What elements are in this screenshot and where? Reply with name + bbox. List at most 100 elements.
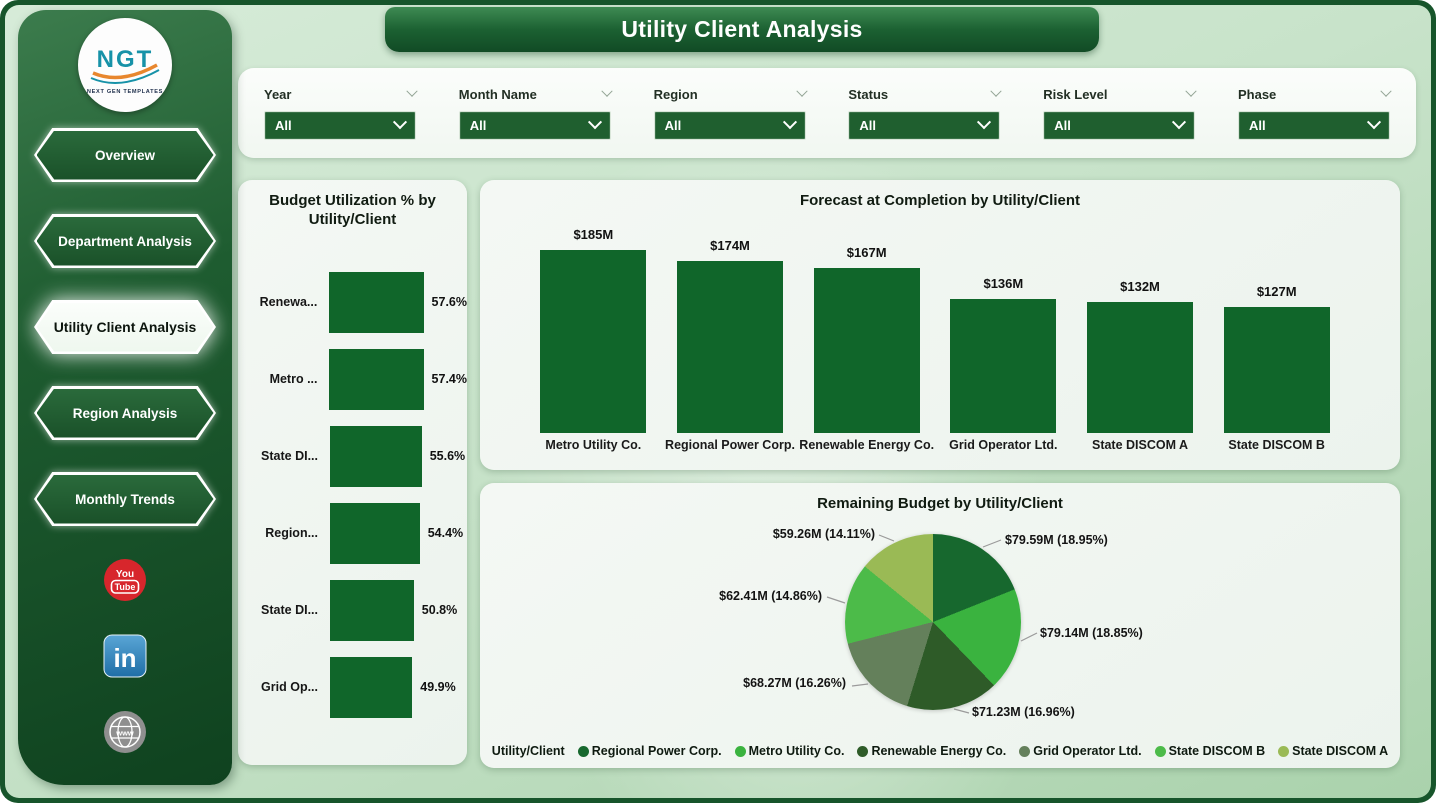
budget-utilization-chart: Renewa... 57.6% Metro ... 57.4% State DI... 5… [238, 264, 467, 726]
pie-legend: Utility/Client Regional Power Corp. Metro … [480, 744, 1400, 758]
vbar-category-label: State DISCOM A [1091, 438, 1189, 452]
website-globe-icon[interactable]: www [103, 710, 147, 754]
pie-label-regional-power: $79.59M (18.95%) [1005, 533, 1108, 547]
vbar-bar[interactable] [813, 267, 920, 433]
hbar-bar[interactable] [329, 271, 424, 333]
vbar-value-label: $167M [846, 244, 887, 260]
vbar-column: $167M Renewable Energy Co. [798, 220, 935, 452]
chevron-down-icon[interactable] [990, 85, 1003, 97]
hbar-bar[interactable] [330, 579, 414, 641]
pie-label-grid-operator: $68.27M (16.26%) [743, 676, 846, 690]
hbar-row: State DI... 55.6% [238, 418, 467, 495]
legend-item-grid-operator-ltd[interactable]: Grid Operator Ltd. [1019, 744, 1142, 758]
hbar-bar[interactable] [329, 348, 424, 410]
legend-label: State DISCOM A [1292, 744, 1389, 758]
legend-dot-icon [1154, 745, 1166, 757]
page-title-banner: Utility Client Analysis [385, 7, 1099, 52]
linkedin-text: in [113, 643, 136, 673]
legend-label: Regional Power Corp. [591, 744, 722, 758]
legend-item-state-discom-a[interactable]: State DISCOM A [1278, 744, 1388, 758]
sidebar-item-label: Overview [94, 147, 156, 163]
pie-label-state-discom-b: $62.41M (14.86%) [719, 589, 822, 603]
ngt-logo-image: NGT NEXT GEN TEMPLATES [87, 46, 163, 95]
legend-item-renewable-energy-co[interactable]: Renewable Energy Co. [857, 744, 1006, 758]
legend-label: Grid Operator Ltd. [1033, 744, 1142, 758]
filter-dropdown-phase[interactable]: All [1237, 110, 1390, 140]
hbar-value-label: 54.4% [427, 526, 464, 540]
budget-utilization-title: Budget Utilization % by Utility/Client [269, 192, 436, 228]
legend-dot-icon [1278, 745, 1290, 757]
sidebar-item-utility-client-analysis[interactable]: Utility Client Analysis [34, 300, 216, 354]
filter-dropdown-status[interactable]: All [848, 110, 1001, 140]
hbar-bar[interactable] [330, 502, 420, 564]
vbar-bar[interactable] [1223, 307, 1330, 433]
hbar-bar[interactable] [330, 425, 422, 487]
hbar-row: Metro ... 57.4% [238, 341, 467, 418]
vbar-value-label: $132M [1120, 279, 1160, 295]
sidebar-item-region-analysis[interactable]: Region Analysis [34, 386, 216, 440]
social-links: You Tube in [18, 558, 232, 754]
legend-dot-icon [857, 745, 869, 757]
filter-dropdown-risk-level[interactable]: All [1043, 110, 1196, 140]
sidebar-item-department-analysis[interactable]: Department Analysis [34, 214, 216, 268]
legend-item-regional-power-corp[interactable]: Regional Power Corp. [577, 744, 722, 758]
filter-bar: Year All Month Name All Region All Status All Ri… [238, 68, 1416, 158]
ngt-logo: NGT NEXT GEN TEMPLATES [78, 18, 172, 112]
logo-swoosh-orange [92, 63, 158, 80]
linkedin-icon[interactable]: in [103, 634, 147, 678]
logo-swoosh-teal [90, 69, 160, 84]
remaining-budget-panel: Remaining Budget by Utility/Client $79.5… [480, 483, 1400, 768]
vbar-value-label: $136M [983, 275, 1024, 291]
forecast-chart: $185M Metro Utility Co. $174M Regional Powe… [525, 220, 1345, 452]
sidebar-item-label: Monthly Trends [75, 491, 175, 507]
hex-shape: Monthly Trends [34, 472, 216, 526]
filter-dropdown-region[interactable]: All [653, 110, 806, 140]
vbar-bar[interactable] [1087, 302, 1194, 433]
vbar-column: $132M State DISCOM A [1072, 220, 1209, 452]
chevron-down-icon[interactable] [795, 85, 808, 97]
hbar-category-label: Renewa... [259, 295, 318, 309]
sidebar-item-monthly-trends[interactable]: Monthly Trends [34, 472, 216, 526]
chevron-down-icon[interactable] [406, 85, 418, 97]
filter-status: Status All [848, 85, 1003, 140]
filter-label: Risk Level [1043, 86, 1108, 102]
dashboard-canvas: NGT NEXT GEN TEMPLATES Overview Departmen… [5, 5, 1431, 798]
filter-dropdown-month-name[interactable]: All [458, 110, 611, 140]
pie-chart[interactable] [845, 534, 1021, 710]
filter-month-name: Month Name All [458, 85, 613, 140]
chevron-down-icon [587, 115, 602, 130]
youtube-text-bottom: Tube [115, 582, 136, 592]
chevron-down-icon [977, 115, 992, 130]
legend-label: State DISCOM B [1168, 744, 1266, 758]
legend-label: Renewable Energy Co. [871, 744, 1007, 758]
dropdown-value: All [469, 117, 487, 133]
youtube-icon[interactable]: You Tube [103, 558, 147, 602]
hex-shape: Region Analysis [34, 386, 216, 440]
vbar-column: $174M Regional Power Corp. [662, 220, 799, 452]
vbar-bar[interactable] [950, 298, 1057, 433]
chevron-down-icon [1366, 115, 1382, 130]
vbar-column: $185M Metro Utility Co. [525, 220, 662, 452]
filter-region: Region All [653, 85, 808, 140]
filter-label: Status [848, 86, 889, 102]
filter-dropdown-year[interactable]: All [264, 110, 416, 140]
hbar-value-label: 55.6% [429, 449, 466, 463]
vbar-value-label: $127M [1256, 284, 1297, 300]
filter-phase: Phase All [1237, 85, 1392, 140]
legend-item-metro-utility-co[interactable]: Metro Utility Co. [734, 744, 844, 758]
legend-title: Utility/Client [491, 744, 565, 758]
vbar-bar[interactable] [677, 260, 783, 433]
sidebar-item-overview[interactable]: Overview [34, 128, 216, 182]
vbar-bar[interactable] [540, 250, 647, 433]
legend-item-state-discom-b[interactable]: State DISCOM B [1154, 744, 1266, 758]
website-text: www [115, 729, 134, 738]
pie-label-metro-utility: $79.14M (18.85%) [1040, 626, 1143, 640]
legend-dot-icon [734, 745, 746, 757]
chevron-down-icon[interactable] [601, 85, 613, 97]
hbar-category-label: Region... [265, 526, 318, 540]
vbar-category-label: Metro Utility Co. [545, 438, 642, 452]
hbar-bar[interactable] [330, 656, 413, 718]
hex-shape: Department Analysis [34, 214, 216, 268]
chevron-down-icon[interactable] [1380, 85, 1392, 97]
chevron-down-icon[interactable] [1185, 85, 1197, 97]
